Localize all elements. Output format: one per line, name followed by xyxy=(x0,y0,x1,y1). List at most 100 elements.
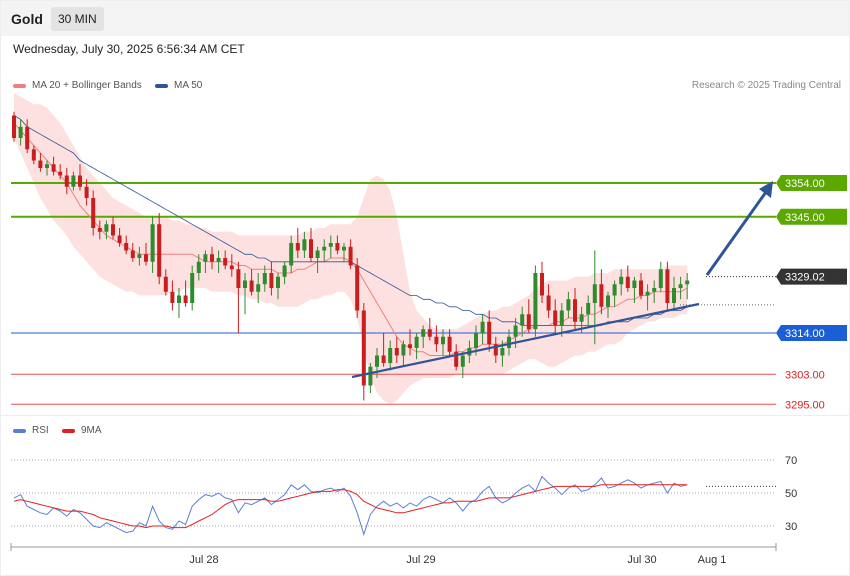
candle-body xyxy=(183,295,188,303)
candle-body xyxy=(507,336,511,348)
price-label-bg xyxy=(776,325,847,341)
candle-body xyxy=(586,303,591,315)
candle-body xyxy=(348,246,353,266)
candle-body xyxy=(111,224,115,236)
candle-body xyxy=(64,175,69,187)
price-label-3314.00: 3314.00 xyxy=(776,325,847,341)
price-label-bg xyxy=(776,268,847,285)
candle-body xyxy=(137,254,142,258)
candle-body xyxy=(658,269,663,288)
candle-body xyxy=(229,265,234,270)
legend-rsi: RSI xyxy=(13,425,49,436)
candle-body xyxy=(150,224,155,262)
candle-body xyxy=(190,273,195,303)
legend-ma50: MA 50 xyxy=(155,80,202,91)
candle-body xyxy=(388,348,393,363)
projection-arrow-shaft xyxy=(705,191,768,276)
candle-body xyxy=(295,243,300,251)
price-label-3295.00: 3295.00 xyxy=(785,399,825,411)
support-trendline xyxy=(351,302,700,379)
candle-body xyxy=(592,284,597,303)
candle-body xyxy=(203,254,208,262)
candle-body xyxy=(612,284,617,296)
candle-body xyxy=(408,344,412,348)
candle-body xyxy=(573,299,577,322)
candle-body xyxy=(639,280,643,296)
candle-body xyxy=(500,348,505,356)
legend-ma50-label: MA 50 xyxy=(174,80,203,91)
candle-body xyxy=(546,295,551,311)
legend-9ma: 9MA xyxy=(62,425,102,436)
candle-body xyxy=(480,321,485,333)
candle-body xyxy=(289,243,294,266)
candle-body xyxy=(31,149,36,161)
candle-body xyxy=(210,254,214,262)
legend-ma20-bollinger: MA 20 + Bollinger Bands xyxy=(13,80,142,91)
candle-body xyxy=(177,295,181,303)
legend-9ma-label: 9MA xyxy=(81,425,102,436)
candle-body xyxy=(256,284,261,292)
candle-body xyxy=(414,336,419,348)
candle-body xyxy=(12,115,16,138)
price-label-bg xyxy=(776,175,847,191)
legend-9ma-swatch xyxy=(62,428,75,433)
candle-body xyxy=(394,348,399,356)
price-label-text: 3303.00 xyxy=(785,369,825,381)
candle-body xyxy=(434,336,439,345)
candle-body xyxy=(632,280,637,288)
legend-ma50-swatch xyxy=(155,83,168,88)
candle-body xyxy=(170,291,175,303)
candle-body xyxy=(25,126,30,150)
price-label-bg xyxy=(776,208,847,225)
rsi-tick-label: 30 xyxy=(785,521,797,533)
legend-ma20-label: MA 20 + Bollinger Bands xyxy=(32,80,142,91)
candle-body xyxy=(104,224,109,232)
price-label-text: 3354.00 xyxy=(785,178,825,190)
legend-rsi-swatch xyxy=(13,428,26,433)
candle-body xyxy=(361,310,366,386)
candle-body xyxy=(84,186,89,198)
candle-body xyxy=(355,265,360,311)
candle-body xyxy=(196,261,201,273)
candle-body xyxy=(487,321,492,345)
candle-body xyxy=(381,355,386,363)
candle-body xyxy=(163,276,168,292)
chart-datetime: Wednesday, July 30, 2025 6:56:34 AM CET xyxy=(13,42,245,56)
candle-body xyxy=(97,228,102,232)
candle-body xyxy=(579,314,584,322)
candle-body xyxy=(223,258,228,266)
candle-body xyxy=(117,235,122,243)
rsi-tick-label: 50 xyxy=(785,488,797,500)
top-bar xyxy=(0,0,850,36)
candle-body xyxy=(401,344,406,356)
timeframe-button[interactable]: 30 MIN xyxy=(51,7,104,31)
candle-body xyxy=(249,280,254,292)
candle-body xyxy=(652,288,657,292)
candle-body xyxy=(45,164,49,168)
candle-body xyxy=(335,243,340,251)
price-label-text: 3329.02 xyxy=(785,272,825,284)
price-label-3329.02: 3329.02 xyxy=(776,268,847,285)
candle-body xyxy=(421,329,426,337)
x-tick-label: Jul 30 xyxy=(627,554,656,566)
candle-body xyxy=(243,280,247,288)
candle-body xyxy=(441,336,445,345)
price-label-3354.00: 3354.00 xyxy=(776,175,847,191)
candle-body xyxy=(58,171,63,176)
candle-body xyxy=(375,355,379,367)
candle-body xyxy=(262,273,267,285)
candle-body xyxy=(124,243,129,251)
price-label-3345.00: 3345.00 xyxy=(776,208,847,225)
candle-body xyxy=(566,299,571,311)
candle-body xyxy=(322,246,327,251)
candle-body xyxy=(599,284,604,307)
rsi-9ma-line xyxy=(13,484,688,529)
candle-body xyxy=(328,243,333,247)
candle-body xyxy=(91,198,96,228)
candle-body xyxy=(51,164,56,172)
candle-body xyxy=(606,295,610,307)
candle-body xyxy=(454,351,459,367)
candle-body xyxy=(645,291,650,296)
candle-body xyxy=(619,276,624,285)
